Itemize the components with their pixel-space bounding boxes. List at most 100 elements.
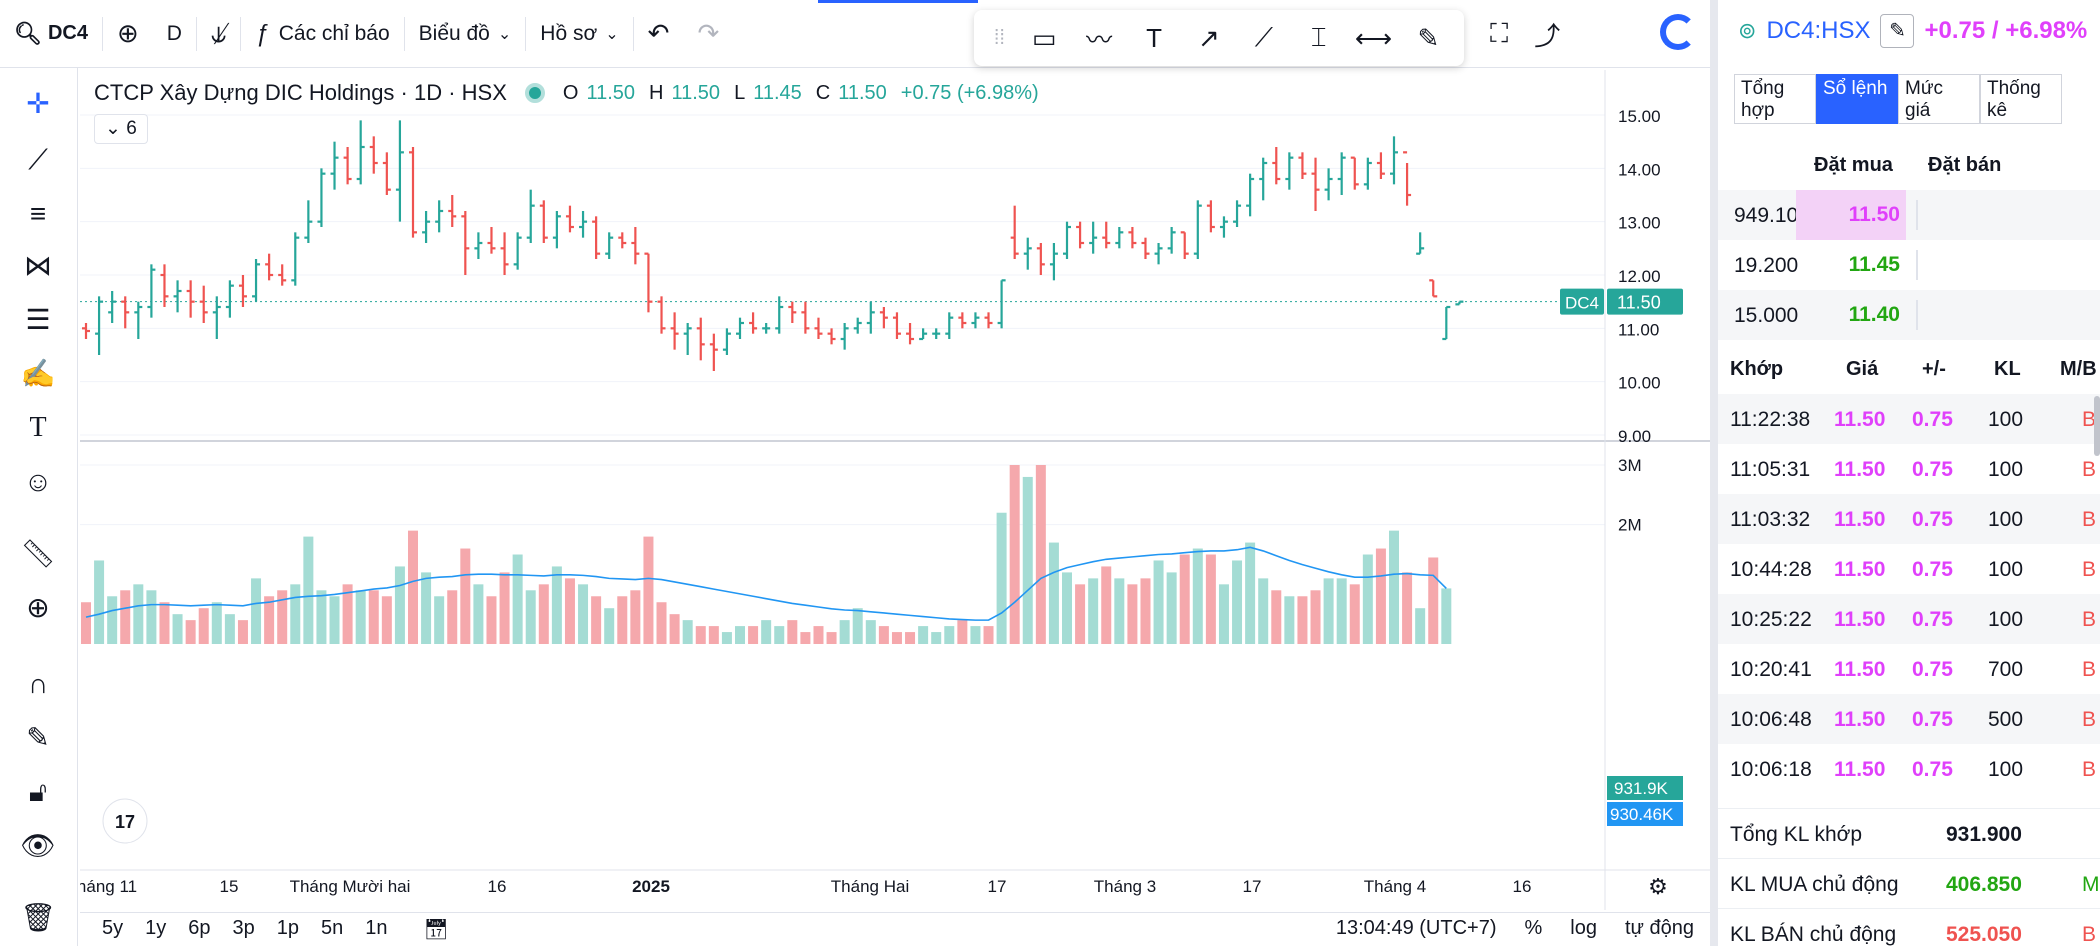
undo-button[interactable]: ↶ bbox=[634, 0, 684, 68]
lock-drawing-icon[interactable]: ✎ bbox=[26, 722, 50, 753]
volume-bar bbox=[107, 596, 118, 644]
fullscreen-icon[interactable]: ⛶ bbox=[1490, 18, 1509, 48]
status-icon: ⊚ bbox=[1738, 18, 1757, 43]
eye-icon[interactable]: 👁︎ bbox=[20, 830, 56, 861]
trade-row[interactable]: 10:20:41 11.50 0.75 700 B bbox=[1718, 644, 2100, 694]
fib-levels-icon[interactable]: ☰ bbox=[25, 304, 51, 335]
ohlc-bar bbox=[1259, 157, 1268, 201]
orderbook-row[interactable]: 19.200 11.45 bbox=[1718, 240, 2100, 290]
date-range-icon[interactable]: ⟷ bbox=[1354, 22, 1393, 53]
price-axis-label: 14.00 bbox=[1618, 160, 1661, 179]
trade-row[interactable]: 10:44:28 11.50 0.75 100 B bbox=[1718, 544, 2100, 594]
calendar-icon[interactable]: 📅︎ bbox=[423, 919, 449, 941]
brush-icon[interactable]: ✍ bbox=[20, 358, 56, 389]
share-icon[interactable]: ⤴ bbox=[1534, 20, 1561, 51]
range-1m[interactable]: 1p bbox=[276, 917, 299, 939]
ohlc-bar bbox=[683, 323, 692, 355]
range-5y[interactable]: 5y bbox=[102, 917, 124, 939]
range-3m[interactable]: 3p bbox=[232, 917, 255, 939]
rectangle-icon[interactable]: ▭ bbox=[1032, 22, 1057, 53]
text-icon[interactable]: T bbox=[29, 412, 47, 443]
settings-gear-icon: ⚙ bbox=[1648, 875, 1668, 900]
trend-line-icon[interactable]: ⟋ bbox=[28, 144, 48, 175]
pencil-icon[interactable]: ✎ bbox=[1880, 14, 1915, 48]
summary-value: 525.050 bbox=[1946, 923, 2022, 946]
profile-button[interactable]: Hồ sơ ⌄ bbox=[526, 0, 632, 68]
close-label: C bbox=[815, 81, 831, 104]
path-icon[interactable]: 〰 bbox=[1086, 24, 1113, 55]
ohlc-bar bbox=[997, 279, 1006, 329]
volume-bar bbox=[1336, 578, 1347, 644]
range-1d[interactable]: 1n bbox=[365, 917, 388, 939]
redo-button[interactable]: ↷ bbox=[683, 0, 733, 68]
ohlc-bar bbox=[696, 317, 705, 361]
tab-orderbook[interactable]: Sổ lệnh bbox=[1816, 74, 1898, 124]
price-range-icon[interactable]: ⌶ bbox=[1310, 22, 1327, 52]
volume-bar bbox=[551, 566, 562, 644]
tab-stats[interactable]: Thống kê bbox=[1980, 74, 2062, 124]
arrow-icon[interactable]: ↗ bbox=[1198, 22, 1220, 53]
drag-handle-icon[interactable]: ⁞⁞ bbox=[993, 26, 1005, 49]
indicators-button[interactable]: ƒ Các chỉ báo bbox=[241, 0, 403, 68]
log-toggle[interactable]: log bbox=[1570, 917, 1597, 939]
trade-row[interactable]: 10:06:48 11.50 0.75 500 B bbox=[1718, 694, 2100, 744]
auto-toggle[interactable]: tự động bbox=[1625, 917, 1694, 939]
bar-style-button[interactable]: ⫝̸ bbox=[197, 0, 240, 68]
chart-area[interactable]: 15.00 14.00 13.00 12.00 11.00 10.00 9.00 DC4 11.… bbox=[80, 70, 1710, 910]
trend-line-icon[interactable]: ⟋ bbox=[1254, 22, 1273, 52]
price-axis-label: 9.00 bbox=[1618, 427, 1651, 446]
trash-icon[interactable]: 🗑︎ bbox=[20, 902, 56, 933]
indicators-toggle[interactable]: ⌄ 6 bbox=[94, 114, 148, 144]
tab-summary[interactable]: Tổng hợp bbox=[1734, 74, 1816, 124]
ohlc-bar bbox=[879, 307, 888, 329]
chart-type-button[interactable]: Biểu đồ ⌄ bbox=[405, 0, 526, 68]
symbol-search-button[interactable]: 🔍︎ DC4 bbox=[0, 0, 102, 68]
magnet-icon[interactable]: ∩ bbox=[27, 668, 49, 699]
volume-bar bbox=[1441, 588, 1452, 644]
emoji-icon[interactable]: ☺ bbox=[23, 466, 53, 497]
parallel-lines-icon[interactable]: ≡ bbox=[29, 198, 47, 229]
price-chart[interactable]: 15.00 14.00 13.00 12.00 11.00 10.00 9.00 DC4 11.… bbox=[80, 70, 1710, 910]
volume-bar bbox=[774, 626, 785, 644]
range-6m[interactable]: 6p bbox=[188, 917, 211, 939]
trade-volume: 100 bbox=[1988, 558, 2024, 581]
ohlc-bar bbox=[644, 252, 653, 313]
crosshair-icon[interactable]: ✛ bbox=[26, 88, 50, 119]
trade-row[interactable]: 11:05:31 11.50 0.75 100 B bbox=[1718, 444, 2100, 494]
toolbar-divider bbox=[195, 16, 197, 51]
orderbook-row[interactable]: 15.000 11.40 bbox=[1718, 290, 2100, 340]
range-1y[interactable]: 1y bbox=[145, 917, 167, 939]
tab-price-levels[interactable]: Mức giá bbox=[1898, 74, 1980, 124]
trade-row[interactable]: 10:25:22 11.50 0.75 100 B bbox=[1718, 594, 2100, 644]
ruler-icon[interactable]: 📏︎ bbox=[20, 538, 56, 569]
trade-row[interactable]: 10:06:18 11.50 0.75 100 B bbox=[1718, 744, 2100, 794]
time-axis-label: 16 bbox=[1513, 877, 1532, 896]
interval-button[interactable]: D bbox=[153, 0, 196, 68]
range-selector: 5y 1y 6p 3p 1p 1p 5n 1n 📅︎ bbox=[102, 917, 449, 942]
ohlc-bar bbox=[631, 227, 640, 265]
ohlc-bars-icon: ⫝̸ bbox=[210, 17, 227, 48]
brush-icon[interactable]: ✎ bbox=[1417, 22, 1440, 53]
volume-bar bbox=[94, 560, 105, 644]
time-axis-label: 16 bbox=[488, 877, 507, 896]
summary-tag: M bbox=[2082, 873, 2100, 896]
panel-scrollbar[interactable] bbox=[2094, 396, 2100, 456]
indicators-label: Các chỉ báo bbox=[278, 21, 390, 45]
range-5d-visible[interactable]: 5n bbox=[321, 917, 344, 939]
clock-label[interactable]: 13:04:49 (UTC+7) bbox=[1335, 917, 1497, 939]
trade-row[interactable]: 11:22:38 11.50 0.75 100 B bbox=[1718, 394, 2100, 444]
trade-row[interactable]: 11:03:32 11.50 0.75 100 B bbox=[1718, 494, 2100, 544]
high-label: H bbox=[649, 81, 664, 104]
volume-bar bbox=[251, 578, 262, 644]
percent-toggle[interactable]: % bbox=[1524, 917, 1543, 939]
ohlc-bar bbox=[1416, 232, 1425, 255]
text-icon[interactable]: T bbox=[1146, 22, 1162, 53]
zoom-in-icon[interactable]: ⊕ bbox=[26, 592, 50, 623]
panel-symbol[interactable]: DC4:HSX bbox=[1766, 17, 1871, 44]
unlock-icon[interactable]: 🔓︎ bbox=[28, 776, 48, 807]
compare-button[interactable]: ⊕ bbox=[103, 0, 153, 68]
pattern-icon[interactable]: ⋈ bbox=[24, 250, 52, 281]
orderbook-row[interactable]: 949.100 11.50 bbox=[1718, 190, 2100, 240]
trade-price: 11.50 bbox=[1834, 408, 1886, 431]
toolbar-divider bbox=[101, 16, 103, 51]
